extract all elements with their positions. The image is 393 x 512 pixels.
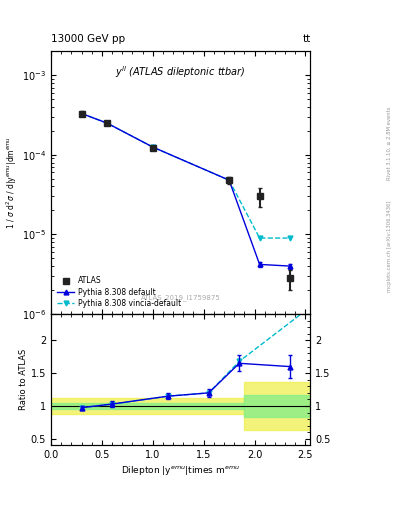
Text: tt: tt: [302, 33, 310, 44]
Y-axis label: 1 / $\sigma$ d$^2\sigma$ / d|y$^{emu}$|dm$^{emu}$: 1 / $\sigma$ d$^2\sigma$ / d|y$^{emu}$|d…: [5, 136, 19, 229]
Text: y$^{ll}$ (ATLAS dileptonic ttbar): y$^{ll}$ (ATLAS dileptonic ttbar): [116, 65, 246, 80]
Legend: ATLAS, Pythia 8.308 default, Pythia 8.308 vincia-default: ATLAS, Pythia 8.308 default, Pythia 8.30…: [55, 274, 184, 310]
X-axis label: Dilepton |y$^{emu}$|times m$^{emu}$: Dilepton |y$^{emu}$|times m$^{emu}$: [121, 464, 240, 478]
Text: Rivet 3.1.10, ≥ 2.8M events: Rivet 3.1.10, ≥ 2.8M events: [387, 106, 392, 180]
Text: mcplots.cern.ch [arXiv:1306.3436]: mcplots.cern.ch [arXiv:1306.3436]: [387, 200, 392, 291]
Y-axis label: Ratio to ATLAS: Ratio to ATLAS: [19, 349, 28, 410]
Text: 13000 GeV pp: 13000 GeV pp: [51, 33, 125, 44]
Text: ATLAS_2019_I1759875: ATLAS_2019_I1759875: [141, 294, 220, 301]
